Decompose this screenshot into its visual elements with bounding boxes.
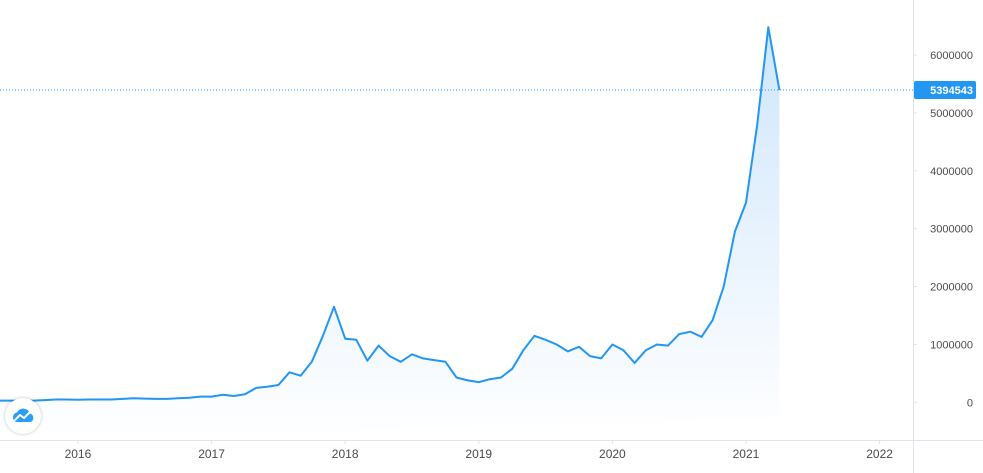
y-tick-label: 5000000 <box>930 108 973 120</box>
series-line <box>0 26 781 402</box>
x-tick-label: 2019 <box>465 447 492 461</box>
area-fill <box>0 27 780 440</box>
x-tick-label: 2022 <box>866 447 893 461</box>
y-tick-label: 3000000 <box>930 224 973 236</box>
last-value-badge-bg <box>914 81 976 100</box>
y-tick-label: 1000000 <box>930 339 973 351</box>
x-tick-label: 2017 <box>198 447 225 461</box>
y-tick-label: 4000000 <box>930 166 973 178</box>
x-tick-label: 2021 <box>733 447 760 461</box>
area-fill-layer <box>0 27 780 440</box>
x-axis-ticks: 2016 2017 2018 2019 2020 2021 2022 <box>65 440 893 461</box>
y-axis-ticks: 0 1000000 2000000 3000000 4000000 5000000 6000… <box>913 50 973 409</box>
x-tick-label: 2020 <box>599 447 626 461</box>
last-value-badge: 5394543 <box>914 81 976 100</box>
y-tick-label: 0 <box>967 397 973 409</box>
cloud-chart-icon <box>12 408 34 422</box>
x-tick-label: 2016 <box>65 447 92 461</box>
y-tick-label: 6000000 <box>930 50 973 62</box>
series-line-layer <box>0 26 781 402</box>
logo-button[interactable] <box>5 398 41 434</box>
last-value-label: 5394543 <box>930 85 973 97</box>
x-tick-label: 2018 <box>332 447 359 461</box>
y-tick-label: 2000000 <box>930 282 973 294</box>
